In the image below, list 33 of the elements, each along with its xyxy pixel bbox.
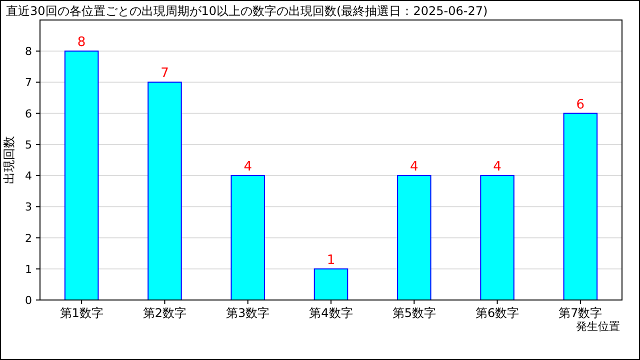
x-tick-label: 第3数字 <box>226 306 270 320</box>
x-axis-title: 発生位置 <box>576 320 620 333</box>
y-tick-label: 7 <box>25 76 32 90</box>
x-tick-label: 第4数字 <box>309 306 353 320</box>
data-label: 7 <box>160 66 169 82</box>
bar <box>230 175 265 300</box>
data-label: 4 <box>410 160 418 175</box>
y-tick-label: 3 <box>25 200 32 214</box>
data-label: 4 <box>244 160 252 175</box>
y-tick-label: 8 <box>25 45 32 58</box>
bar <box>148 82 182 300</box>
bar <box>480 175 514 300</box>
x-tick-label: 第6数字 <box>475 306 520 320</box>
y-tick-label: 5 <box>25 138 32 152</box>
y-tick-label: 6 <box>25 107 32 120</box>
bar <box>563 112 598 300</box>
y-tick-label: 1 <box>25 262 32 276</box>
y-axis-title: 出現回数 <box>2 136 16 184</box>
data-label: 4 <box>493 160 502 175</box>
data-label: 8 <box>77 35 86 50</box>
bar <box>314 268 348 300</box>
x-tick-label: 第7数字 <box>558 306 602 320</box>
x-tick-label: 第1数字 <box>60 306 104 320</box>
bar <box>397 175 432 300</box>
y-tick-label: 2 <box>25 232 32 245</box>
y-tick-label: 0 <box>25 294 32 307</box>
bar <box>64 50 99 300</box>
y-tick-label: 4 <box>25 170 32 183</box>
data-label: 6 <box>576 97 585 112</box>
data-label: 1 <box>326 252 336 268</box>
chart-title: 直近30回の各位置ごとの出現周期が10以上の数字の出現回数(最終抽選日：2025-06-27) <box>6 4 488 18</box>
x-tick-label: 第5数字 <box>392 306 436 320</box>
x-tick-label: 第2数字 <box>142 306 187 320</box>
